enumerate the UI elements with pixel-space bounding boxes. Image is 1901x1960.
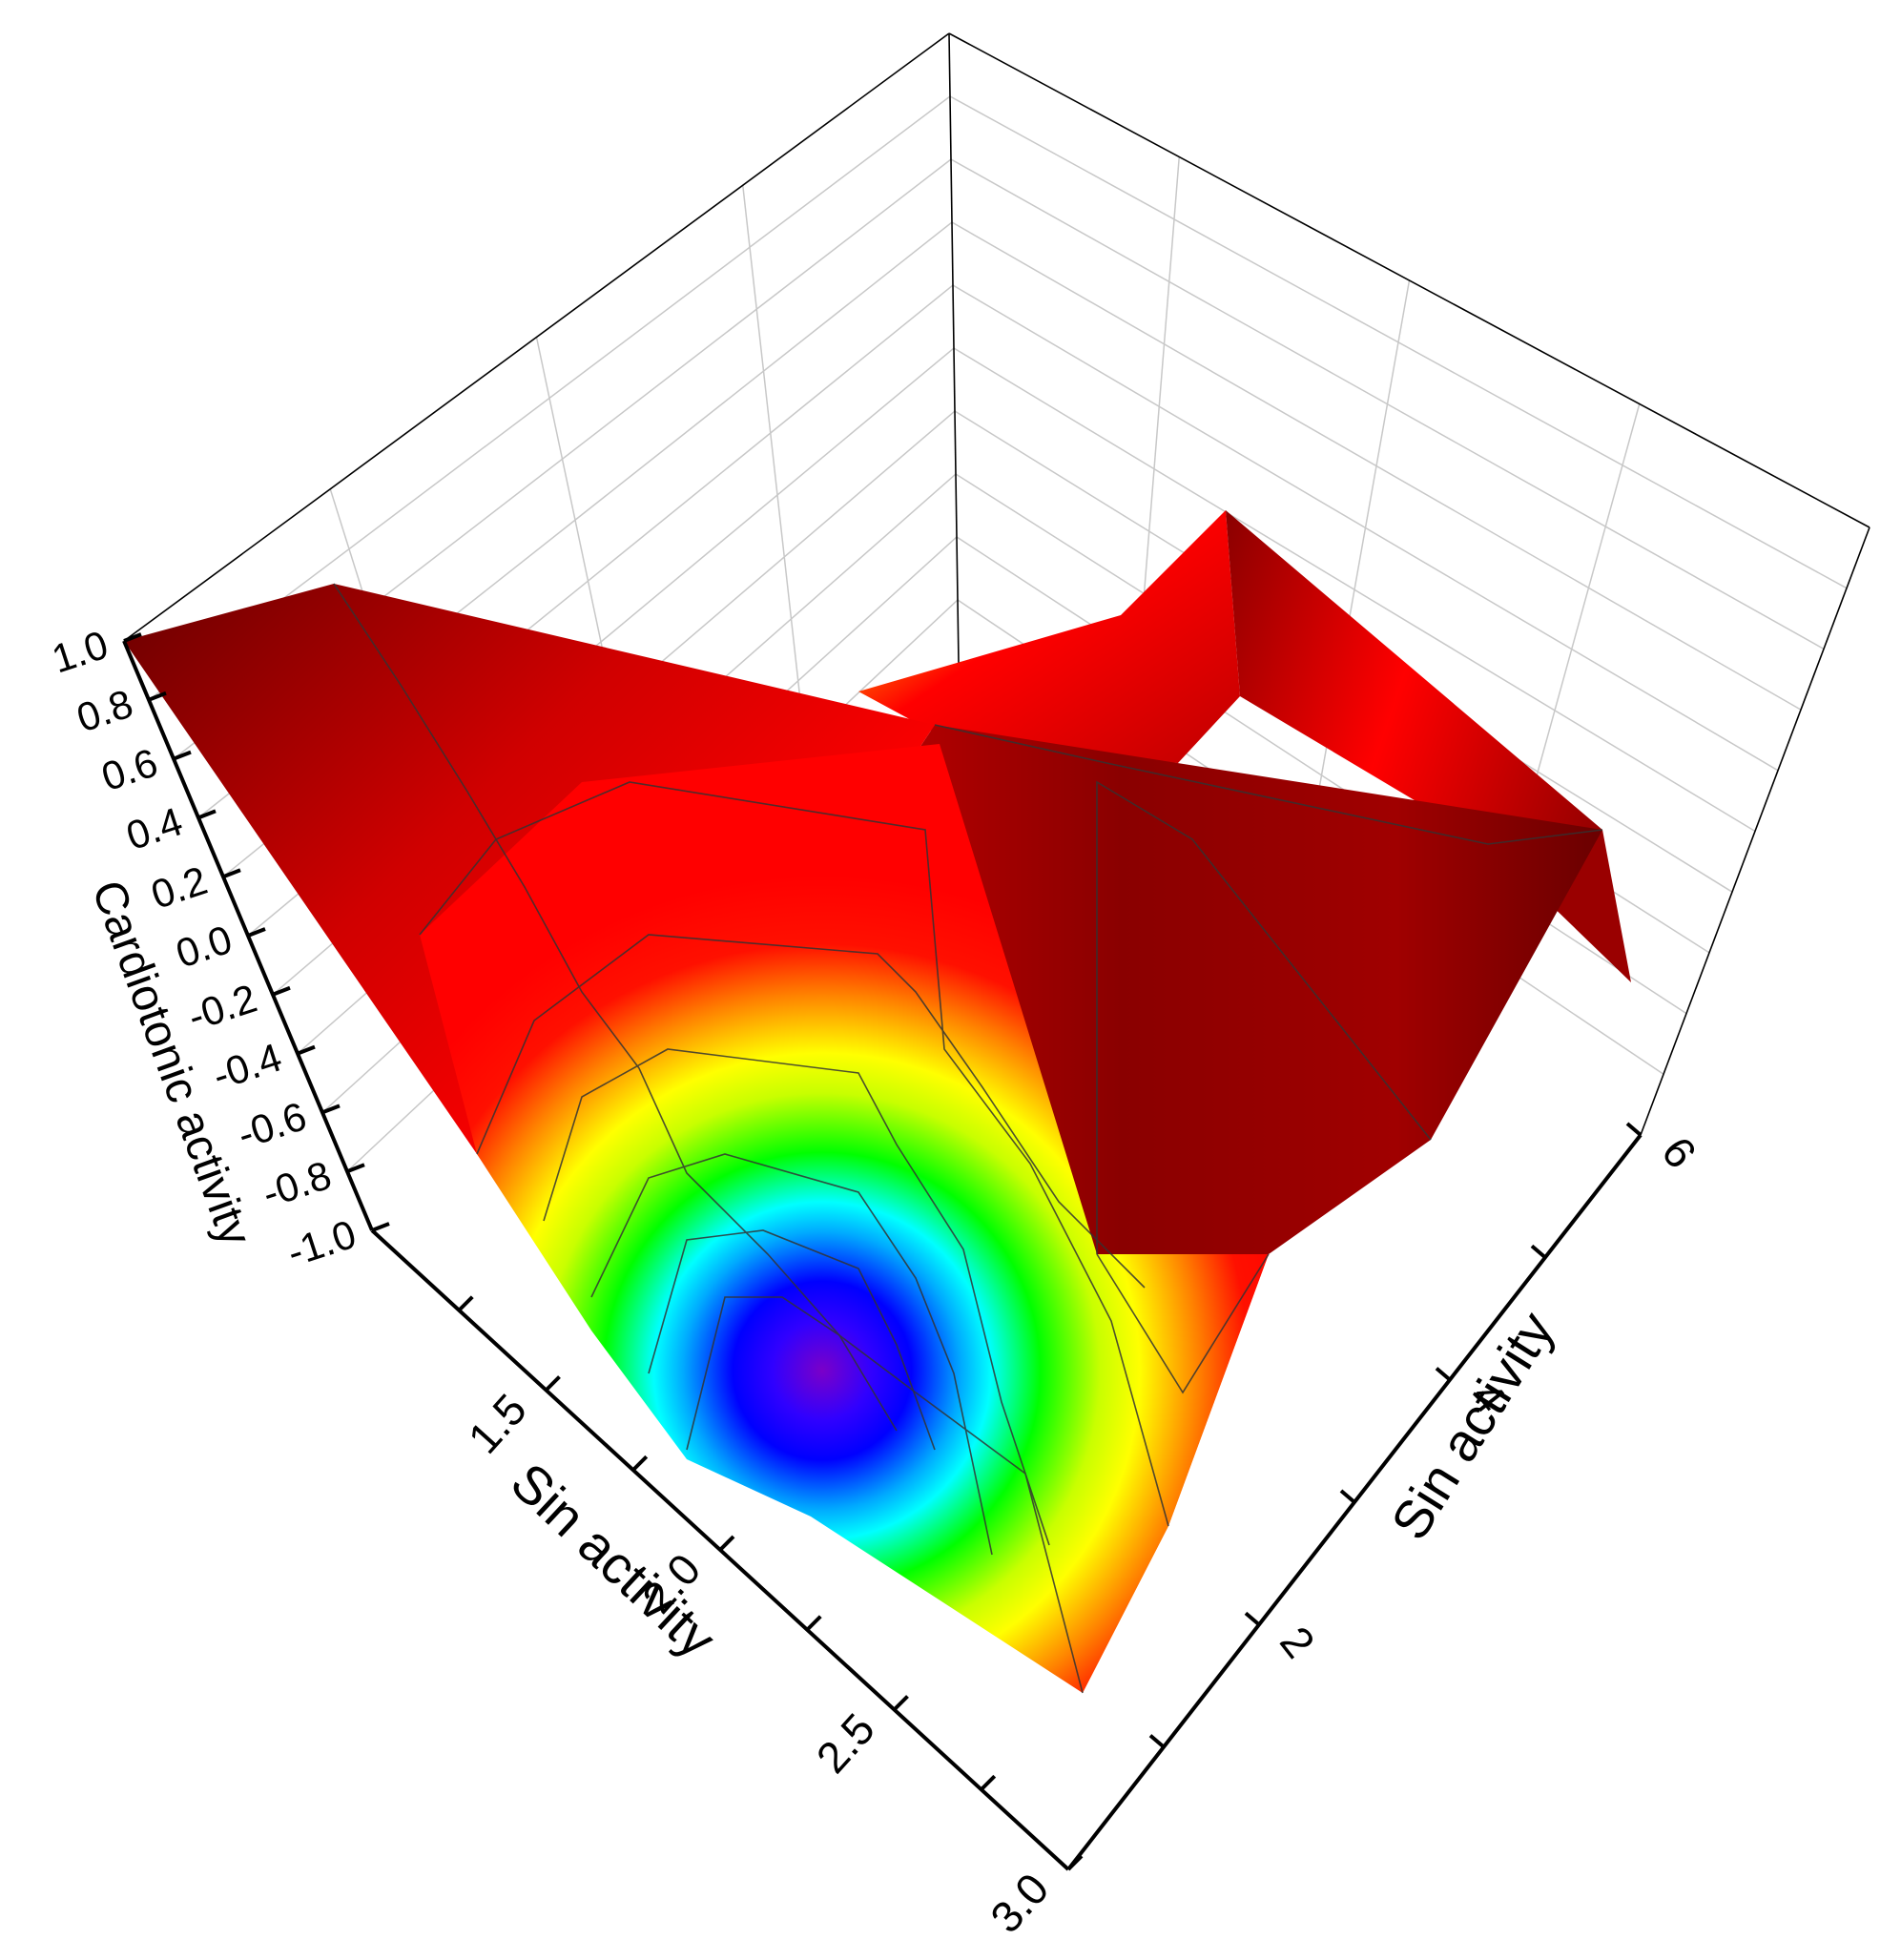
- x-tick: [1066, 1854, 1084, 1871]
- z-tick-label: -0.4: [207, 1034, 286, 1098]
- y-tick: [1435, 1367, 1452, 1382]
- box-edge-back-vertical: [948, 32, 960, 664]
- box-edge-right: [1640, 526, 1870, 1136]
- surface-pit: [420, 744, 1269, 1693]
- z-tick: [297, 1044, 316, 1056]
- x-axis-title: Sin activity: [500, 1451, 728, 1669]
- z-tick: [371, 1222, 390, 1232]
- z-tick: [148, 691, 167, 702]
- z-tick-label: 0.2: [146, 857, 213, 918]
- x-tick: [718, 1535, 735, 1552]
- z-tick: [247, 927, 266, 938]
- z-tick: [123, 632, 142, 643]
- back-right-wall: [949, 33, 1870, 1135]
- contour-lines: [333, 583, 1603, 1694]
- y-tick: [1148, 1734, 1166, 1749]
- z-tick-label: -0.2: [182, 976, 261, 1040]
- y-axis-title: Sin activity: [1379, 1301, 1565, 1549]
- x-tick: [545, 1375, 561, 1392]
- z-tick: [321, 1104, 341, 1115]
- x-tick: [805, 1615, 822, 1632]
- surface-right-panel: [916, 725, 1602, 1335]
- y-tick-label: 6: [1652, 1127, 1706, 1177]
- x-tick-label: 3.0: [981, 1864, 1058, 1942]
- x-tick: [631, 1455, 649, 1472]
- x-tick: [980, 1774, 997, 1791]
- x-tick: [457, 1295, 474, 1312]
- box-edge-top-right: [948, 32, 1870, 528]
- z-tick-label: 0.4: [121, 798, 188, 858]
- z-tick-label: 0.6: [96, 739, 163, 799]
- z-tick: [197, 809, 217, 820]
- z-tick-label: -0.8: [257, 1152, 336, 1216]
- z-tick: [173, 750, 192, 761]
- y-tick: [1244, 1611, 1261, 1626]
- x-tick-label: 2.5: [806, 1703, 883, 1782]
- z-tick: [272, 985, 291, 997]
- z-tick-label: 0.8: [72, 681, 138, 741]
- y-tick: [1339, 1489, 1356, 1504]
- x-tick-label: 1.5: [458, 1384, 535, 1462]
- surface-back-fold: [858, 510, 1240, 763]
- x-tick: [893, 1695, 909, 1711]
- z-tick-label: -0.6: [232, 1093, 311, 1157]
- y-tick-label: 2: [1271, 1617, 1325, 1666]
- y-tick: [1530, 1244, 1547, 1259]
- z-tick-label: 0.0: [171, 917, 238, 977]
- box-edge-top-left: [123, 32, 950, 642]
- z-tick-label: -1.0: [281, 1211, 361, 1275]
- z-tick: [346, 1163, 365, 1174]
- z-tick-label: 1.0: [47, 622, 114, 682]
- surface: [124, 510, 1631, 1694]
- z-tick: [222, 868, 241, 879]
- y-tick: [1625, 1122, 1643, 1137]
